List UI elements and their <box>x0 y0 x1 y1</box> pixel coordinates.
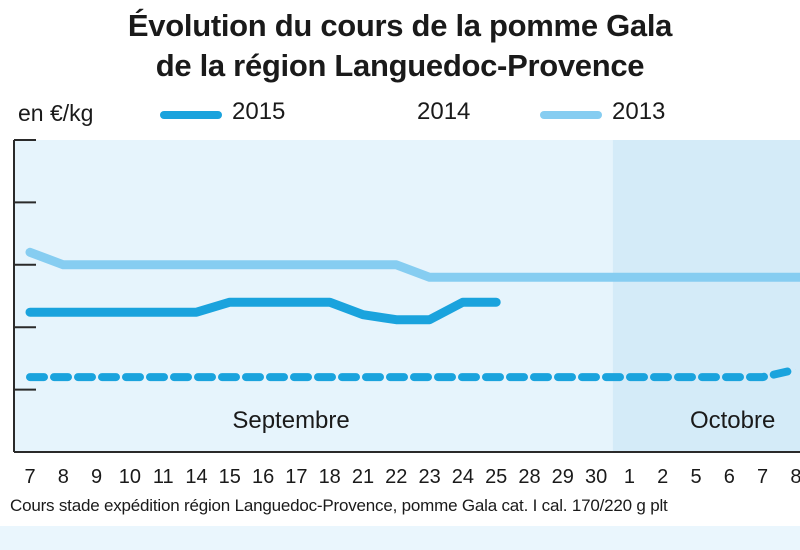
x-tick-label: 7 <box>24 466 35 488</box>
x-tick-label: 5 <box>690 466 701 488</box>
bottom-band <box>0 526 800 550</box>
x-tick-label: 9 <box>91 466 102 488</box>
x-tick-label: 6 <box>724 466 735 488</box>
x-tick-label: 7 <box>757 466 768 488</box>
x-tick-label: 18 <box>319 466 341 488</box>
x-tick-label: 25 <box>485 466 507 488</box>
x-tick-label: 10 <box>119 466 141 488</box>
x-tick-label: 22 <box>385 466 407 488</box>
series-line-2014 <box>26 365 800 382</box>
chart-title: Évolution du cours de la pomme Gala de l… <box>0 6 800 86</box>
x-tick-label: 28 <box>518 466 540 488</box>
x-tick-label: 17 <box>285 466 307 488</box>
x-tick-label: 21 <box>352 466 374 488</box>
legend-label-2015: 2015 <box>232 98 286 125</box>
x-tick-label: 11 <box>153 466 174 488</box>
x-tick-label: 16 <box>252 466 274 488</box>
chart-title-line-2: de la région Languedoc-Provence <box>155 48 645 83</box>
x-tick-label: 2 <box>657 466 668 488</box>
chart-title-line-1: Évolution du cours de la pomme Gala <box>127 8 673 43</box>
month-label-1: Octobre <box>690 407 775 434</box>
x-tick-label: 30 <box>585 466 607 488</box>
x-tick-label: 1 <box>624 466 635 488</box>
plot-region-september <box>14 140 613 452</box>
legend-label-2013: 2013 <box>612 98 666 125</box>
x-tick-label: 8 <box>58 466 69 488</box>
x-tick-label: 15 <box>219 466 241 488</box>
x-tick-label: 24 <box>452 466 474 488</box>
plot-region-october <box>612 140 800 452</box>
x-tick-label: 8 <box>790 466 800 488</box>
month-label-0: Septembre <box>232 407 349 434</box>
x-tick-label: 14 <box>185 466 207 488</box>
legend-swatch-2013 <box>540 111 602 119</box>
legend-label-2014: 2014 <box>417 98 471 125</box>
x-tick-label: 23 <box>418 466 440 488</box>
x-tick-label: 29 <box>552 466 574 488</box>
y-axis-label: en €/kg <box>18 100 94 126</box>
chart-caption: Cours stade expédition région Languedoc-… <box>10 496 668 515</box>
legend-swatch-2015 <box>160 111 222 119</box>
